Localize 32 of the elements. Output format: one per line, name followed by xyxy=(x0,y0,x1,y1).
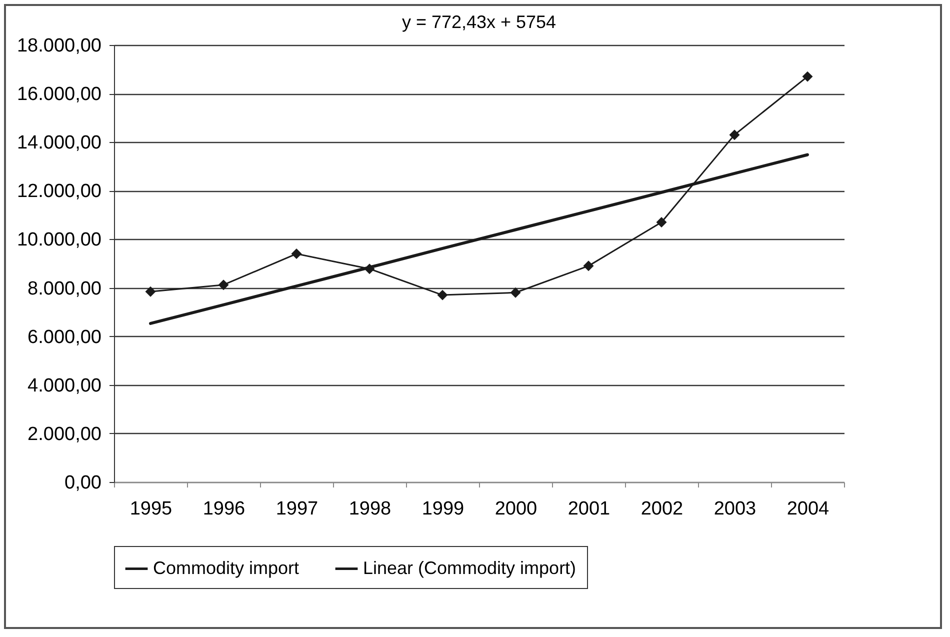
y-tick-label: 4.000,00 xyxy=(28,375,102,396)
y-tick-label: 0,00 xyxy=(64,472,102,494)
x-tick-label: 2003 xyxy=(714,498,756,520)
y-tick-label: 10.000,00 xyxy=(16,230,102,251)
legend-label: Linear (Commodity import) xyxy=(363,558,576,578)
legend-label: Commodity import xyxy=(153,558,300,578)
y-tick-label: 2.000,00 xyxy=(28,424,102,445)
y-tick-label: 14.000,00 xyxy=(16,132,102,154)
point xyxy=(729,130,740,140)
x-tick-label: 1995 xyxy=(130,498,172,520)
point xyxy=(437,290,448,300)
y-tick-label: 18.000,00 xyxy=(16,36,102,56)
y-tick-label: 12.000,00 xyxy=(16,181,102,202)
y-tick-label: 6.000,00 xyxy=(28,326,102,348)
point xyxy=(802,71,813,82)
x-tick-label: 1997 xyxy=(276,498,318,520)
x-tick-label: 1996 xyxy=(202,498,246,520)
x-tick-label: 2000 xyxy=(494,498,538,520)
point xyxy=(656,216,667,228)
chart-title: y = 772,43x + 5754 xyxy=(402,12,556,32)
point xyxy=(145,286,156,297)
x-tick-label: 1998 xyxy=(348,498,392,520)
x-tick-label: 2001 xyxy=(568,498,610,520)
point xyxy=(510,287,521,298)
x-tick-label: 2004 xyxy=(786,498,830,520)
x-tick-label: 2002 xyxy=(640,498,684,520)
point xyxy=(583,260,594,272)
point xyxy=(218,280,229,290)
y-tick-label: 8.000,00 xyxy=(28,278,102,300)
y-tick-label: 16.000,00 xyxy=(16,84,102,106)
point xyxy=(291,248,302,260)
x-tick-label: 1999 xyxy=(422,498,464,520)
